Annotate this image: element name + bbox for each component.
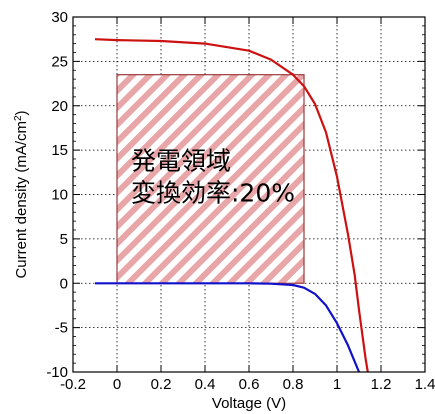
y-axis-title: Current density (mA/cm2) [13, 110, 31, 278]
x-tick-labels: -0.2 0 0.2 0.4 0.6 0.8 1 1.2 1.4 [60, 376, 435, 393]
x-tick-label: 0 [113, 376, 121, 393]
y-tick-label: 0 [60, 275, 68, 292]
y-tick-label: -10 [46, 364, 68, 381]
series-line-1 [94, 38, 369, 373]
x-tick-label: 0.8 [283, 376, 304, 393]
y-tick-label: 15 [51, 142, 68, 159]
x-axis-title: Voltage (V) [212, 395, 286, 412]
x-tick-label: 1.2 [371, 376, 392, 393]
x-tick-label: -0.2 [60, 376, 86, 393]
x-tick-label: 1.4 [415, 376, 435, 393]
series-group [94, 38, 369, 373]
series-line-2 [95, 282, 361, 373]
y-tick-label: 20 [51, 98, 68, 115]
x-tick-label: 0.4 [195, 376, 216, 393]
y-tick-label: 5 [60, 231, 68, 248]
x-tick-label: 0.6 [239, 376, 260, 393]
y-tick-labels: -10 -5 0 5 10 15 20 25 30 [46, 9, 68, 381]
y-tick-label: -5 [55, 320, 68, 337]
y-tick-label: 25 [51, 53, 68, 70]
y-axis-title-close: ) [13, 110, 30, 115]
generation-region: 発電領域変換効率:20% [116, 74, 305, 284]
y-axis-title-main: Current density (mA/cm [13, 121, 30, 279]
y-tick-label: 10 [51, 187, 68, 204]
ticks [72, 16, 426, 373]
x-tick-label: 0.2 [151, 376, 172, 393]
region-annotation-line: 変換効率:20% [131, 179, 295, 208]
y-axis-title-sup: 2 [13, 115, 24, 121]
region-box [116, 74, 305, 284]
y-tick-label: 30 [51, 9, 68, 26]
region-annotation: 発電領域変換効率:20% [131, 147, 295, 208]
x-tick-label: 1 [333, 376, 341, 393]
region-annotation-line: 発電領域 [131, 147, 231, 176]
